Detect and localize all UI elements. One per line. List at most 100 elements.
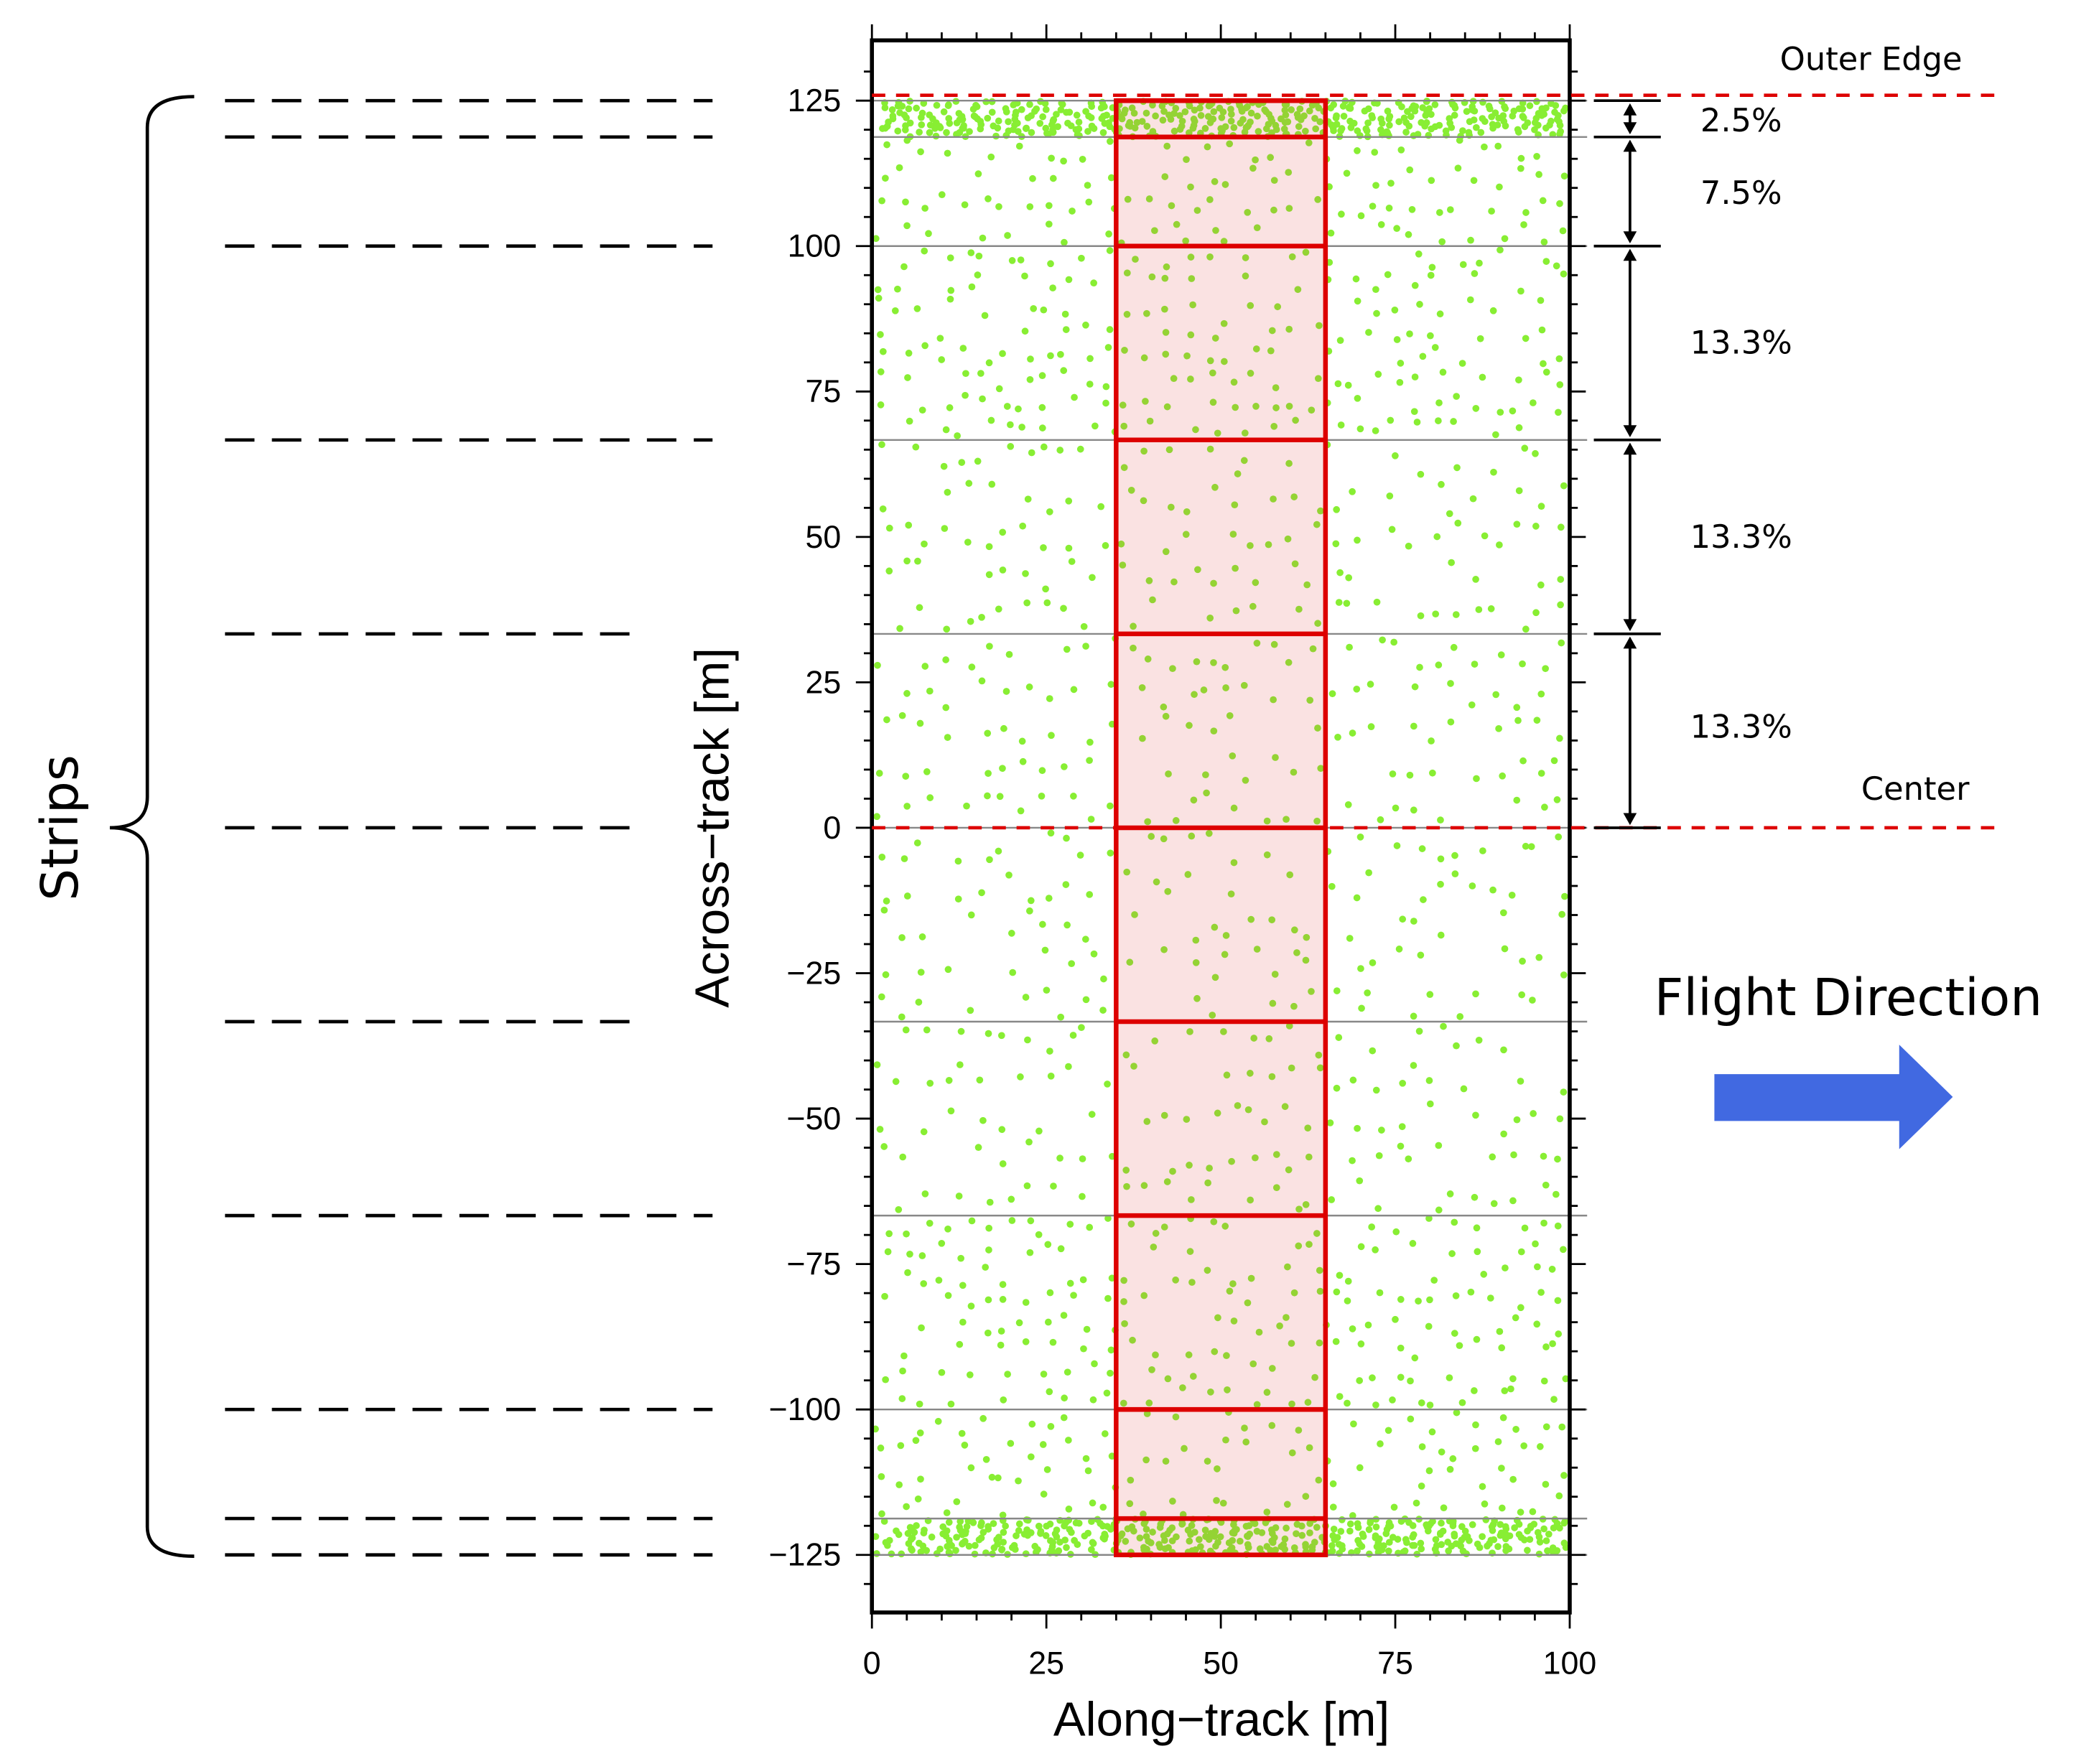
data-point <box>1140 1511 1147 1518</box>
x-tick-label: 25 <box>1028 1646 1064 1681</box>
data-point <box>1130 622 1137 630</box>
data-point <box>948 1541 955 1549</box>
data-point <box>1065 1437 1072 1444</box>
data-point <box>878 993 885 1001</box>
data-point <box>985 1030 992 1037</box>
data-point <box>1517 1078 1525 1085</box>
data-point <box>1106 326 1114 333</box>
data-point <box>1433 533 1441 541</box>
data-point <box>1450 418 1457 425</box>
data-point <box>1249 1360 1257 1368</box>
data-point <box>1160 835 1168 843</box>
data-point <box>1555 1492 1563 1500</box>
data-point <box>1405 1155 1412 1163</box>
data-point <box>1152 1230 1160 1237</box>
data-point <box>1480 1271 1488 1278</box>
data-point <box>1192 958 1200 966</box>
data-point <box>1468 701 1476 709</box>
data-point <box>915 1539 923 1547</box>
data-point <box>1263 851 1271 859</box>
data-point <box>1427 332 1434 340</box>
data-point <box>1530 1110 1537 1117</box>
data-point <box>1162 712 1170 720</box>
data-point <box>1498 1465 1505 1472</box>
data-point <box>1303 933 1311 941</box>
data-point <box>1220 319 1228 327</box>
data-point <box>1349 487 1356 495</box>
data-point <box>1472 404 1480 412</box>
data-point <box>1346 1527 1354 1535</box>
data-point <box>942 426 950 434</box>
data-point <box>1509 1375 1517 1383</box>
data-point <box>1542 1537 1550 1544</box>
data-point <box>1556 1524 1563 1532</box>
data-point <box>956 1340 964 1348</box>
data-point <box>1272 1524 1280 1531</box>
data-point <box>1346 1520 1354 1528</box>
data-point <box>946 254 954 262</box>
data-point <box>926 111 934 118</box>
data-point <box>1349 1076 1357 1084</box>
data-point <box>1038 792 1046 800</box>
flight-direction-arrow-icon <box>1714 1045 1953 1149</box>
data-point <box>990 122 997 130</box>
data-point <box>946 404 954 411</box>
data-point <box>1063 1368 1071 1376</box>
data-point <box>1274 303 1282 311</box>
data-point <box>1220 1028 1227 1035</box>
data-point <box>1099 129 1107 136</box>
data-point <box>899 1153 907 1161</box>
data-point <box>1123 310 1131 318</box>
data-point <box>1040 443 1048 451</box>
data-point <box>1046 695 1053 702</box>
data-point <box>966 128 973 136</box>
data-point <box>1494 1438 1502 1445</box>
data-point <box>898 1550 906 1558</box>
data-point <box>1268 1073 1276 1081</box>
data-point <box>1104 1081 1111 1088</box>
data-point <box>1526 102 1534 110</box>
x-tick-label: 75 <box>1377 1646 1413 1681</box>
data-point <box>1068 960 1076 968</box>
data-point <box>985 543 993 551</box>
data-point <box>1372 1534 1379 1541</box>
data-point <box>1253 946 1261 953</box>
data-point <box>904 1269 911 1277</box>
data-point <box>1338 210 1345 218</box>
data-point <box>1061 238 1068 246</box>
data-point <box>1065 1506 1073 1513</box>
data-point <box>918 1324 925 1332</box>
data-point <box>1397 1373 1405 1381</box>
data-point <box>1270 640 1278 648</box>
data-point <box>1477 129 1485 136</box>
data-point <box>1091 1360 1098 1368</box>
data-point <box>1089 574 1096 582</box>
data-point <box>1481 1500 1489 1508</box>
data-point <box>1187 331 1195 339</box>
data-point <box>1334 380 1342 388</box>
data-point <box>1130 644 1137 652</box>
data-point <box>1562 1375 1570 1383</box>
data-point <box>1188 832 1196 840</box>
data-point <box>885 1536 893 1544</box>
data-point <box>1182 237 1190 245</box>
data-point <box>1535 953 1543 961</box>
data-point <box>1101 1530 1109 1538</box>
data-point <box>1107 849 1114 857</box>
data-point <box>1411 683 1419 691</box>
data-point <box>1442 127 1450 135</box>
data-point <box>1272 404 1280 411</box>
data-point <box>1234 1102 1242 1109</box>
data-point <box>1562 104 1569 112</box>
data-point <box>1542 1423 1550 1431</box>
data-point <box>1000 1396 1007 1404</box>
data-point <box>903 1230 910 1238</box>
data-point <box>1529 997 1536 1004</box>
data-point <box>1048 1543 1056 1550</box>
data-point <box>1060 1414 1068 1422</box>
data-point <box>1227 117 1235 125</box>
data-point <box>979 1529 987 1536</box>
data-point <box>1317 507 1324 515</box>
data-point <box>1369 959 1377 966</box>
data-point <box>967 1302 975 1310</box>
